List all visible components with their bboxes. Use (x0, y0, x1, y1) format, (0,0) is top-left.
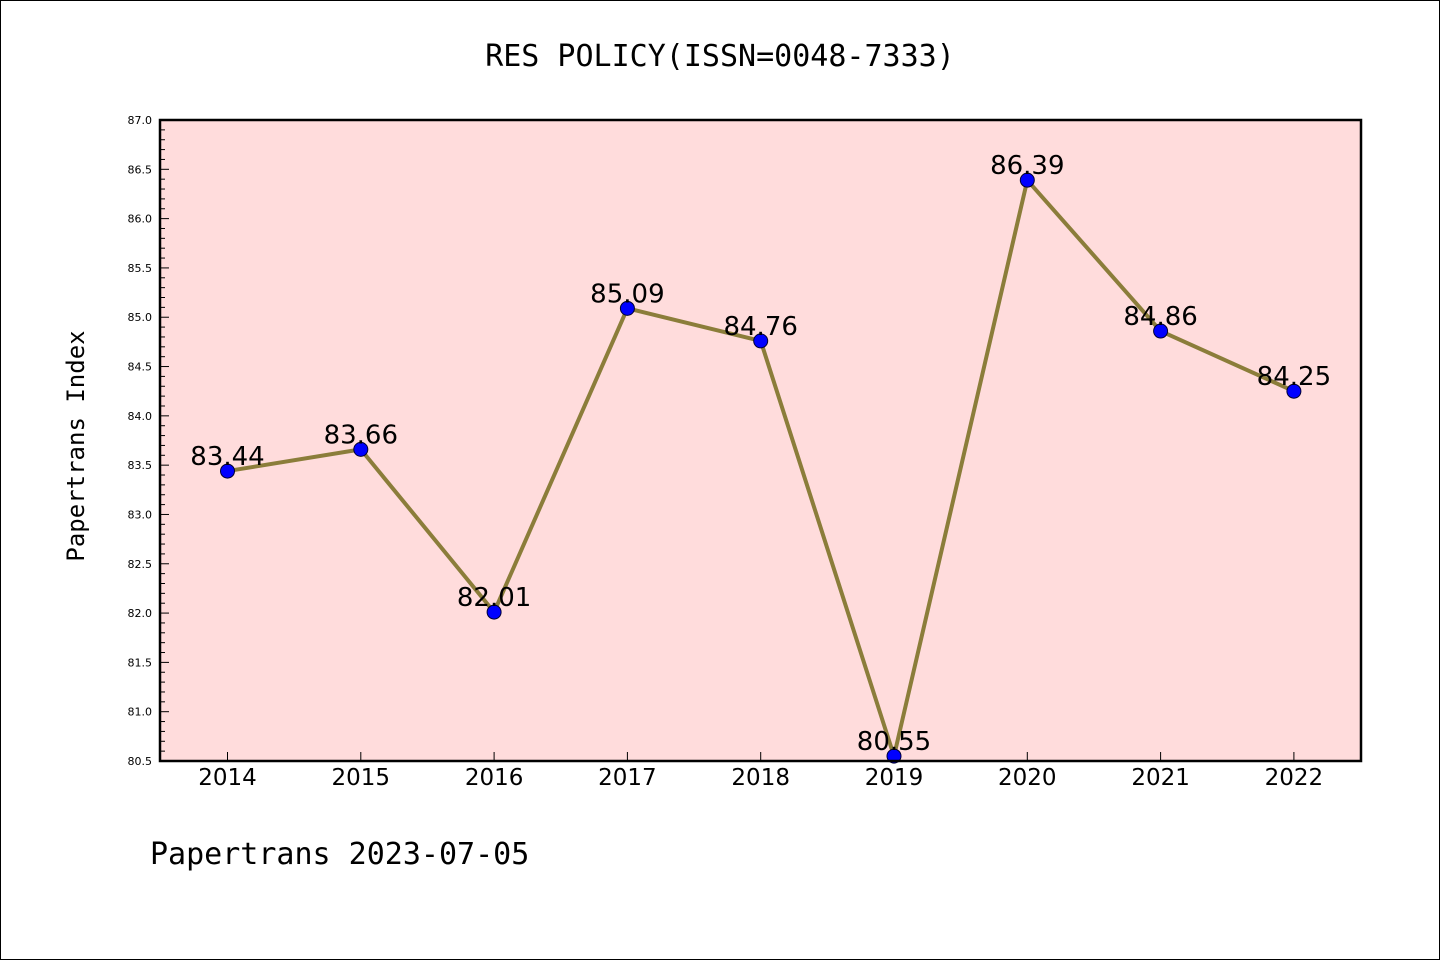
data-label: 83.66 (324, 420, 398, 450)
x-tick-label: 2021 (1131, 765, 1190, 791)
data-point (353, 441, 369, 457)
data-point (1286, 383, 1302, 399)
y-tick-label: 84.5 (128, 361, 153, 374)
y-tick-label: 86.0 (128, 213, 153, 226)
data-point (1153, 323, 1169, 339)
y-tick-label: 82.5 (128, 558, 153, 571)
series-markers (220, 172, 1302, 764)
y-tick-label: 81.0 (128, 706, 153, 719)
y-tick-label: 82.0 (128, 607, 153, 620)
x-tick-label: 2019 (865, 765, 924, 791)
y-tick-label: 83.5 (128, 459, 153, 472)
x-axis: 2014 2015 2016 2017 2018 2019 2020 2021 2022 (198, 752, 1323, 791)
y-tick-label: 85.5 (128, 262, 153, 275)
y-tick-label: 83.0 (128, 508, 153, 521)
data-label: 84.76 (723, 312, 797, 342)
x-tick-label: 2016 (465, 765, 524, 791)
data-point (753, 333, 769, 349)
data-point (486, 604, 502, 620)
data-point (1019, 172, 1035, 188)
y-axis-label: Papertrans Index (62, 330, 90, 561)
plot-border (158, 118, 1363, 763)
y-tick-label: 87.0 (128, 114, 153, 127)
data-label: 86.39 (990, 151, 1064, 181)
x-tick-label: 2018 (731, 765, 790, 791)
data-labels: 83.44 83.66 82.01 85.09 84.76 80.55 86.39 84.86… (190, 151, 1331, 757)
footer-text: Papertrans 2023-07-05 (150, 837, 529, 872)
data-point (619, 300, 635, 316)
data-label: 84.25 (1257, 362, 1331, 392)
data-label: 80.55 (857, 727, 931, 757)
y-tick-label: 84.0 (128, 410, 153, 423)
y-tick-label: 86.5 (128, 163, 153, 176)
x-tick-label: 2015 (332, 765, 391, 791)
plot-area (160, 120, 1361, 761)
data-label: 84.86 (1123, 302, 1197, 332)
data-label: 82.01 (457, 583, 531, 613)
data-point (220, 463, 235, 479)
y-tick-label: 81.5 (128, 656, 153, 669)
x-tick-label: 2020 (998, 765, 1057, 791)
y-tick-label: 80.5 (128, 755, 153, 768)
chart-title: RES POLICY(ISSN=0048-7333) (485, 39, 955, 74)
y-tick-label: 85.0 (128, 311, 153, 324)
data-label: 85.09 (590, 279, 664, 309)
data-label: 83.44 (190, 442, 264, 472)
y-axis: 80.5 81.0 81.5 82.0 82.5 83.0 83.5 84.0 84.5 85.0… (128, 114, 169, 768)
x-tick-label: 2014 (198, 765, 257, 791)
x-tick-label: 2017 (598, 765, 657, 791)
x-tick-label: 2022 (1265, 765, 1324, 791)
data-point (886, 748, 902, 764)
